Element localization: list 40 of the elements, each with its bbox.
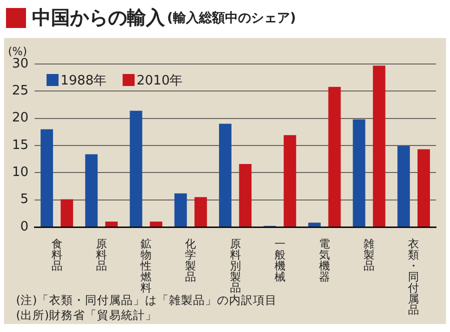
y-tick-label: 20 [12,110,29,126]
bar [194,197,207,226]
y-tick-label: 15 [12,138,29,153]
chart-subtitle: (輸入総額中のシェア) [167,10,296,27]
y-axis-title: (%) [8,45,28,58]
bar [40,129,54,226]
y-tick-label: 5 [20,192,29,208]
y-tick-label: 30 [12,56,29,72]
x-tick-label: 電気機器 [318,237,330,284]
x-tick-label: 一般機械 [274,237,286,284]
bar [284,135,296,226]
y-tick-label: 10 [12,165,29,180]
bar [150,222,162,226]
x-tick-label: 原料品 [96,237,107,272]
bar [397,146,410,226]
text: (出所)財務省「貿易統計」 [16,308,157,322]
x-tick-label: 鉱物性燃料 [140,237,152,294]
legend-label: 1988年 [60,73,107,88]
x-tick-label: 衣類・同付属品 [408,237,420,316]
chart-title: 中国からの輸入 [32,6,165,31]
y-tick-label: 0 [20,219,29,234]
bar [105,222,118,226]
x-tick-label: 雑製品 [364,237,375,272]
x-tick-label: 原料別製品 [230,237,241,294]
text: (注)「衣類・同付属品」は「雑製品」の内訳項目 [16,293,277,307]
x-tick-label: 食料品 [51,237,62,272]
bar [219,124,232,226]
bar [60,199,74,226]
bar [418,149,430,226]
bar [328,86,341,226]
bar [174,193,187,226]
y-tick-label: 25 [12,84,29,99]
bar [130,110,142,226]
bar [352,119,366,226]
legend-label: 2010年 [136,73,183,88]
bar [239,164,252,226]
bar [85,154,98,226]
x-tick-label: 化学製品 [185,237,196,284]
bar [308,222,321,226]
bar [372,66,386,226]
